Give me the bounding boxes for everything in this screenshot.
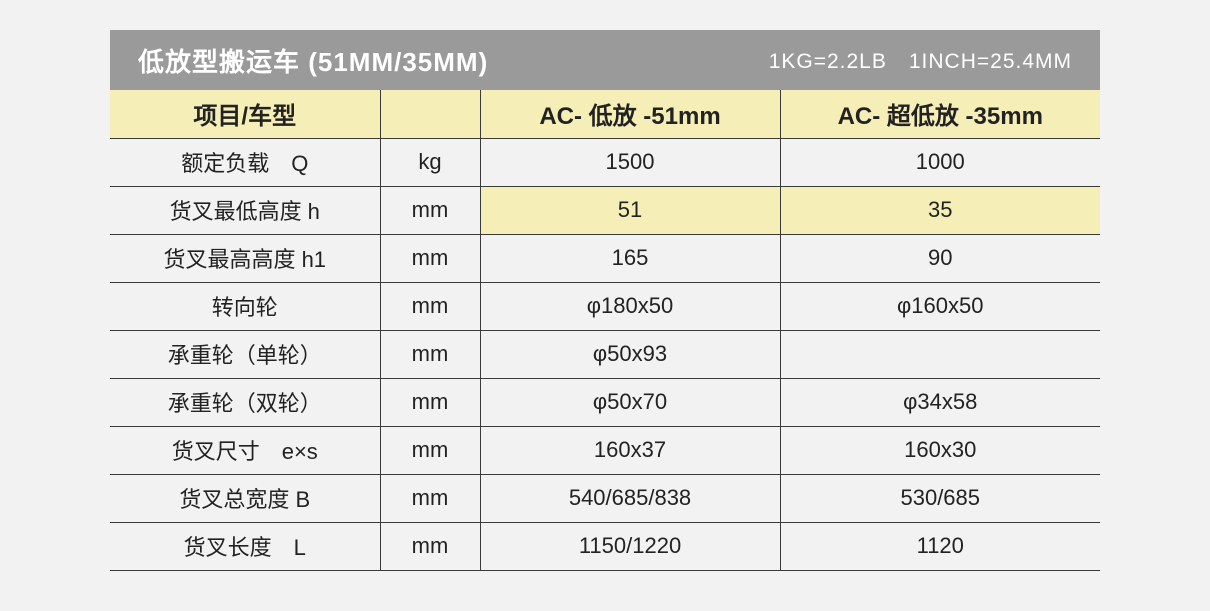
spec-unit: mm xyxy=(380,522,480,570)
table-row: 承重轮（单轮）mmφ50x93 xyxy=(110,330,1100,378)
spec-value-model2: φ34x58 xyxy=(780,378,1100,426)
spec-value-model2: 530/685 xyxy=(780,474,1100,522)
spec-table: 项目/车型 AC- 低放 -51mm AC- 超低放 -35mm 额定负载 Qk… xyxy=(110,90,1100,571)
spec-value-model1: φ50x93 xyxy=(480,330,780,378)
table-row: 额定负载 Qkg15001000 xyxy=(110,138,1100,186)
header-title: 低放型搬运车 (51MM/35MM) xyxy=(138,42,488,79)
spec-value-model2: 160x30 xyxy=(780,426,1100,474)
table-row: 货叉尺寸 e×smm160x37160x30 xyxy=(110,426,1100,474)
col-header-item: 项目/车型 xyxy=(110,90,380,138)
spec-value-model2 xyxy=(780,330,1100,378)
spec-label: 承重轮（双轮） xyxy=(110,378,380,426)
spec-value-model1: 1150/1220 xyxy=(480,522,780,570)
spec-unit: kg xyxy=(380,138,480,186)
spec-value-model1: 1500 xyxy=(480,138,780,186)
spec-unit: mm xyxy=(380,426,480,474)
col-header-unit xyxy=(380,90,480,138)
spec-value-model1: φ180x50 xyxy=(480,282,780,330)
spec-label: 货叉最低高度 h xyxy=(110,186,380,234)
spec-value-model1: 51 xyxy=(480,186,780,234)
table-row: 货叉最低高度 hmm5135 xyxy=(110,186,1100,234)
spec-unit: mm xyxy=(380,474,480,522)
spec-value-model2: 1120 xyxy=(780,522,1100,570)
spec-value-model2: φ160x50 xyxy=(780,282,1100,330)
table-row: 转向轮mmφ180x50φ160x50 xyxy=(110,282,1100,330)
spec-unit: mm xyxy=(380,378,480,426)
col-header-model2: AC- 超低放 -35mm xyxy=(780,90,1100,138)
header-conversion-note: 1KG=2.2LB 1INCH=25.4MM xyxy=(769,45,1072,75)
spec-value-model1: 160x37 xyxy=(480,426,780,474)
spec-value-model2: 35 xyxy=(780,186,1100,234)
spec-label: 承重轮（单轮） xyxy=(110,330,380,378)
spec-label: 货叉总宽度 B xyxy=(110,474,380,522)
table-row: 承重轮（双轮）mmφ50x70φ34x58 xyxy=(110,378,1100,426)
header-bar: 低放型搬运车 (51MM/35MM) 1KG=2.2LB 1INCH=25.4M… xyxy=(110,30,1100,90)
spec-unit: mm xyxy=(380,330,480,378)
spec-label: 货叉尺寸 e×s xyxy=(110,426,380,474)
spec-label: 货叉长度 L xyxy=(110,522,380,570)
spec-unit: mm xyxy=(380,234,480,282)
spec-label: 转向轮 xyxy=(110,282,380,330)
spec-value-model2: 1000 xyxy=(780,138,1100,186)
table-row: 货叉最高高度 h1mm16590 xyxy=(110,234,1100,282)
spec-value-model1: 165 xyxy=(480,234,780,282)
spec-unit: mm xyxy=(380,282,480,330)
spec-unit: mm xyxy=(380,186,480,234)
spec-label: 货叉最高高度 h1 xyxy=(110,234,380,282)
spec-value-model2: 90 xyxy=(780,234,1100,282)
col-header-model1: AC- 低放 -51mm xyxy=(480,90,780,138)
spec-value-model1: 540/685/838 xyxy=(480,474,780,522)
table-row: 货叉长度 Lmm1150/12201120 xyxy=(110,522,1100,570)
spec-label: 额定负载 Q xyxy=(110,138,380,186)
spec-value-model1: φ50x70 xyxy=(480,378,780,426)
spec-sheet: 低放型搬运车 (51MM/35MM) 1KG=2.2LB 1INCH=25.4M… xyxy=(0,0,1210,611)
table-body: 额定负载 Qkg15001000货叉最低高度 hmm5135货叉最高高度 h1m… xyxy=(110,138,1100,570)
table-header-row: 项目/车型 AC- 低放 -51mm AC- 超低放 -35mm xyxy=(110,90,1100,138)
table-row: 货叉总宽度 Bmm540/685/838530/685 xyxy=(110,474,1100,522)
